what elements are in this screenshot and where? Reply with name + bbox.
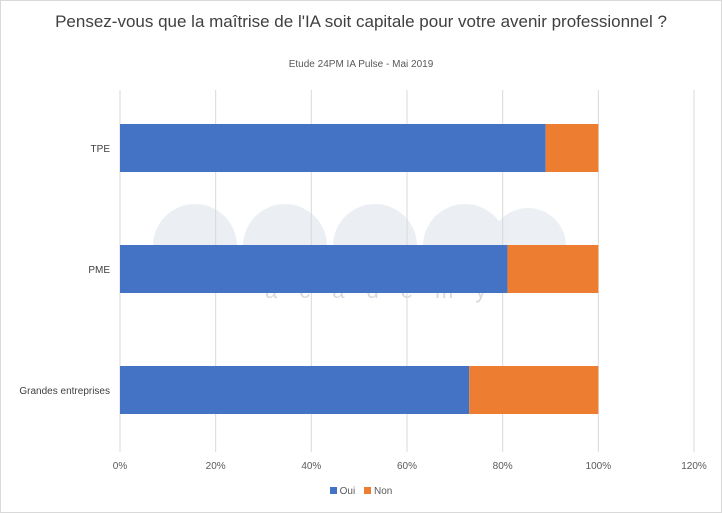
legend-item-oui: Oui (329, 486, 356, 497)
x-tick-label: 0% (113, 461, 128, 472)
bar-non-pme (507, 245, 599, 293)
bar-non-grandes-entreprises (469, 366, 599, 414)
x-tick-label: 80% (493, 461, 513, 472)
bar-non-tpe (545, 124, 599, 172)
chart-subtitle: Etude 24PM IA Pulse - Mai 2019 (288, 59, 434, 70)
x-tick-label: 60% (397, 461, 417, 472)
legend-swatch-oui (329, 487, 337, 494)
x-tick-label: 120% (681, 461, 707, 472)
category-label: Grandes entreprises (19, 386, 110, 397)
x-tick-label: 20% (206, 461, 226, 472)
legend: Oui Non (0, 486, 722, 497)
category-label: TPE (91, 144, 111, 155)
legend-swatch-non (363, 487, 371, 494)
legend-label-oui: Oui (339, 486, 356, 497)
legend-label-non: Non (373, 486, 393, 497)
x-tick-label: 40% (301, 461, 321, 472)
x-tick-label: 100% (586, 461, 612, 472)
chart-title: Pensez-vous que la maîtrise de l'IA soit… (55, 12, 667, 31)
bar-oui-pme (120, 245, 508, 293)
legend-item-non: Non (363, 486, 393, 497)
bar-oui-grandes-entreprises (120, 366, 470, 414)
bar-oui-tpe (120, 124, 546, 172)
category-label: PME (88, 265, 110, 276)
